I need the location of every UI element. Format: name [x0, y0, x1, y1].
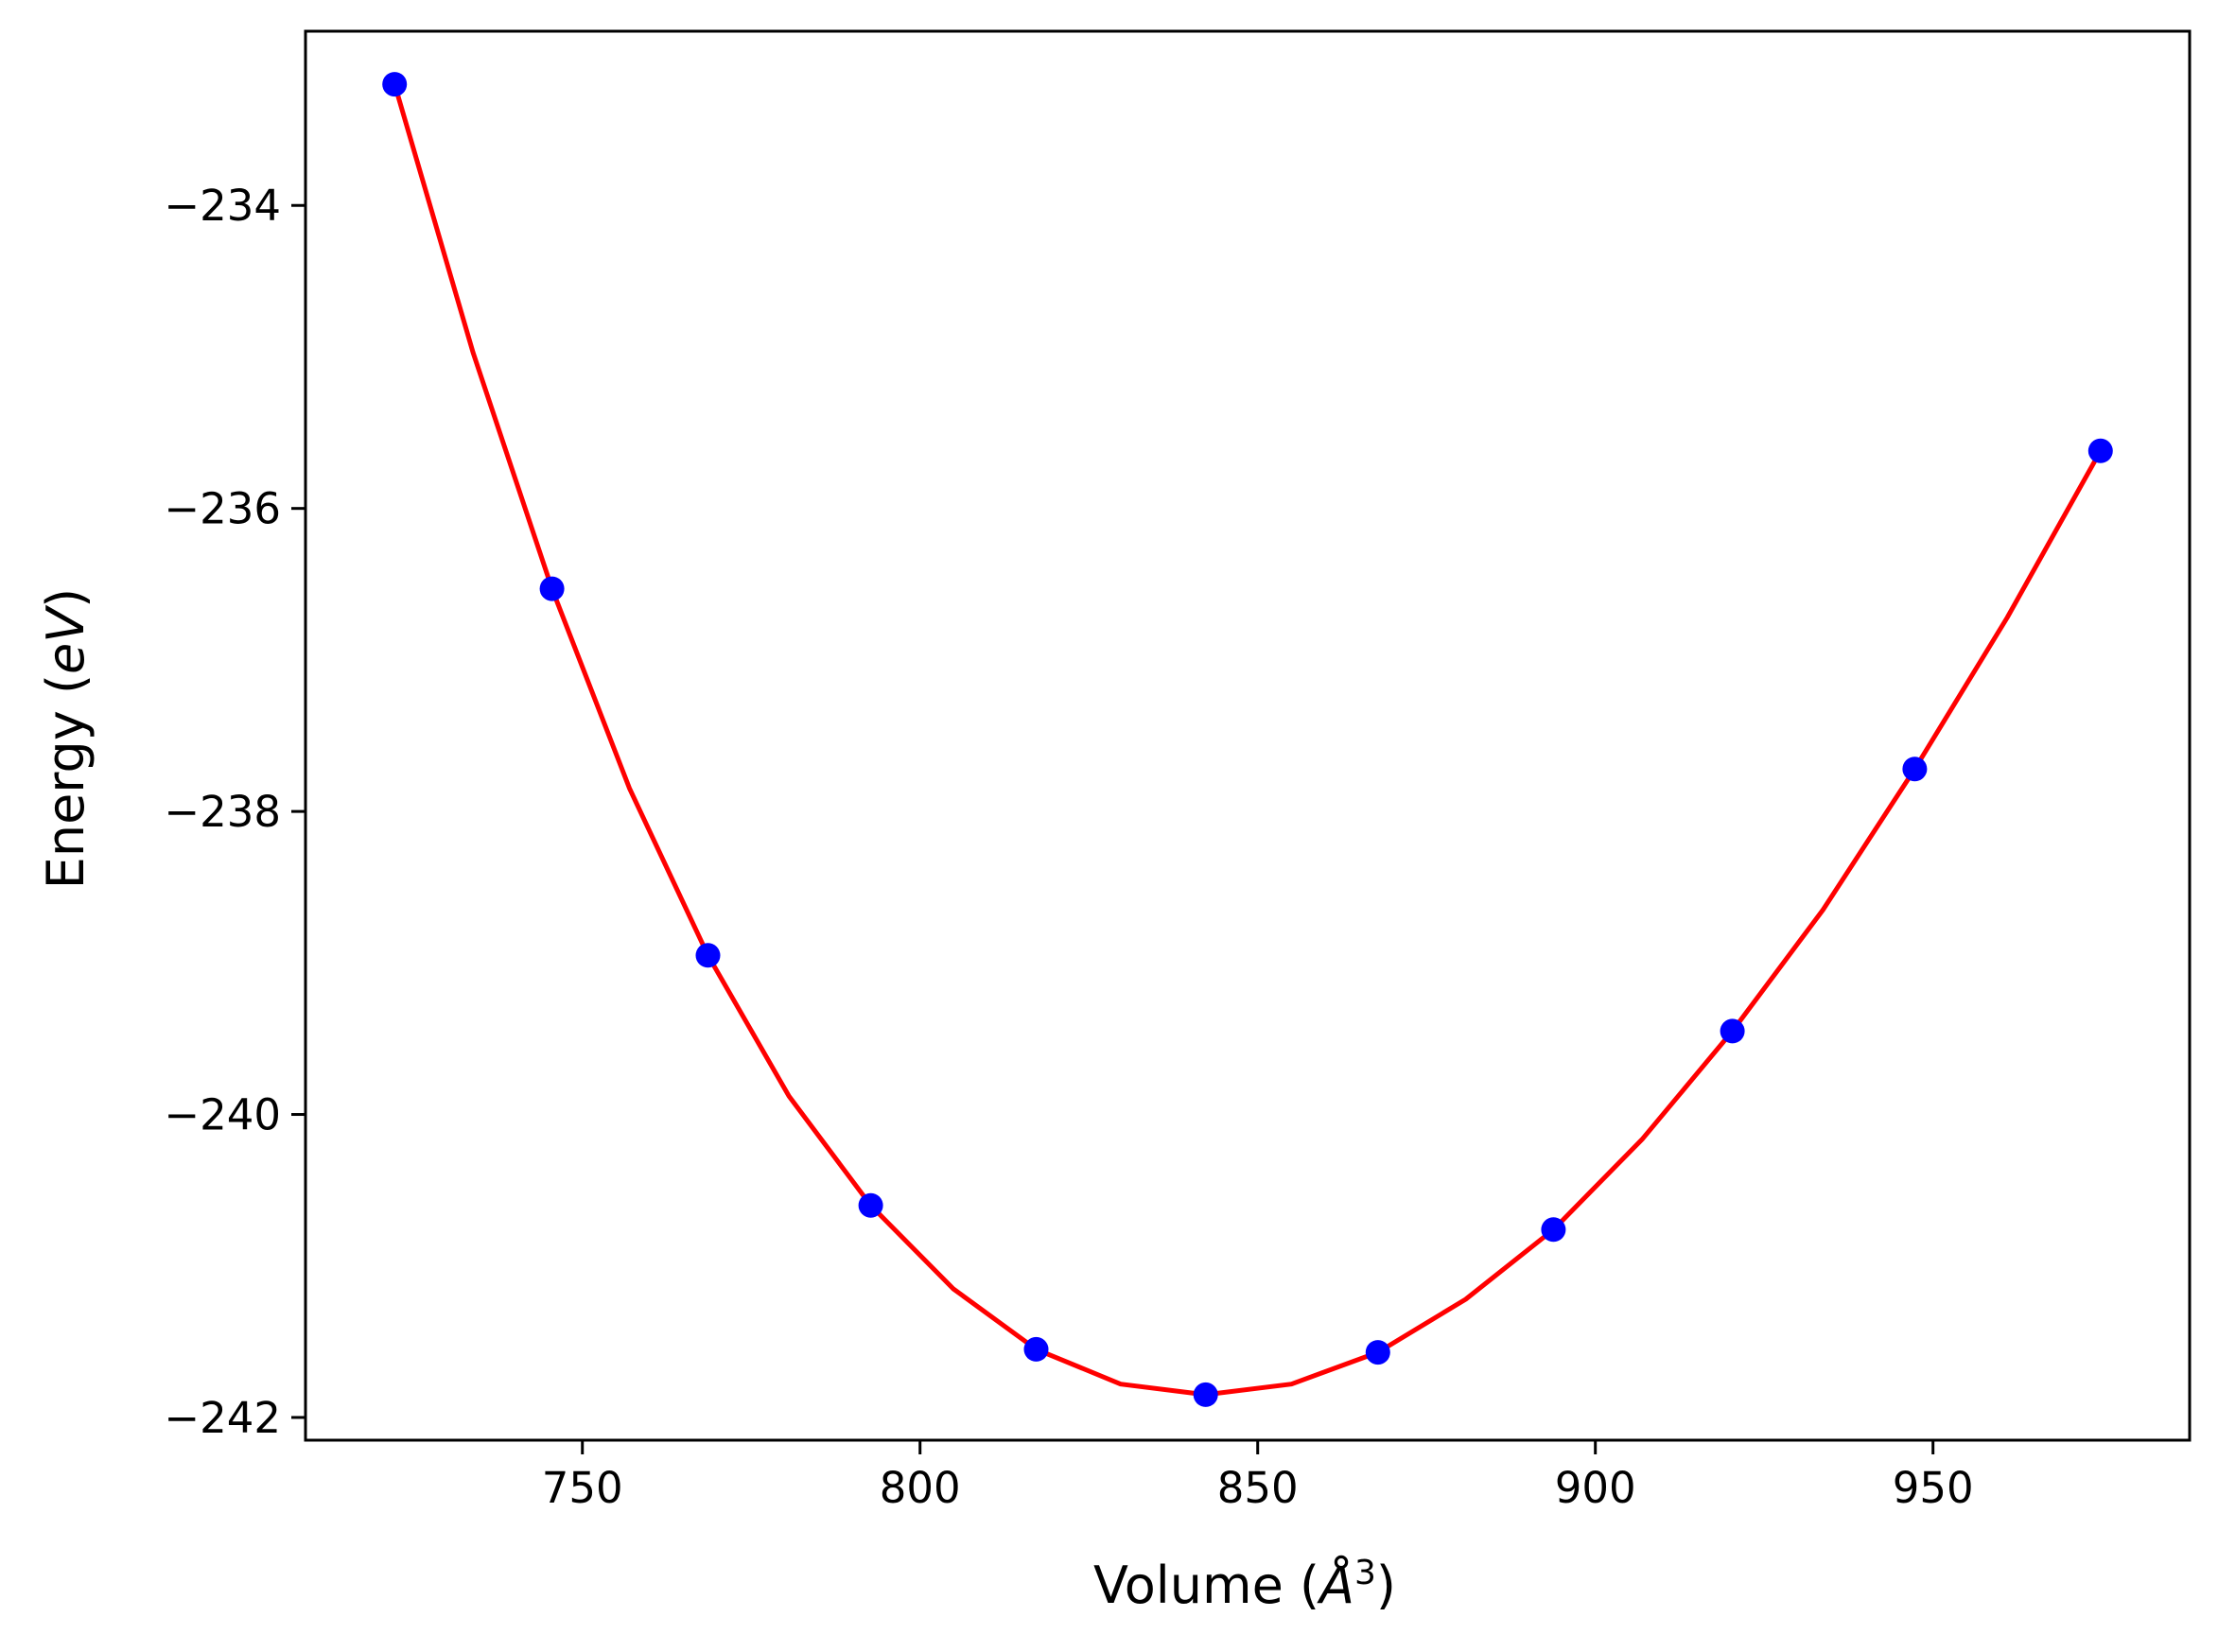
data-point-1: [382, 72, 408, 97]
x-tick-label-850: 850: [1217, 1463, 1299, 1513]
fitted-curve-line: [392, 81, 2104, 1398]
x-axis-label-prefix: Volume (: [1093, 1556, 1319, 1615]
plot-frame: [304, 29, 2192, 1442]
data-point-5: [1023, 1336, 1049, 1362]
x-axis-label: Volume (Å3): [1093, 1554, 1396, 1616]
data-point-11: [2087, 438, 2113, 463]
data-point-9: [1720, 1018, 1745, 1044]
x-axis-label-angstrom: Å: [1317, 1555, 1354, 1615]
y-tick-label-minus-236: −236: [164, 484, 281, 534]
y-tick-label-minus-240: −240: [164, 1090, 281, 1140]
plot-layer: [382, 72, 2113, 1407]
data-point-7: [1365, 1340, 1390, 1365]
y-tick-label-minus-238: −238: [164, 787, 281, 837]
x-axis-label-superscript: 3: [1354, 1554, 1376, 1592]
data-point-8: [1541, 1217, 1566, 1243]
x-tick-label-750: 750: [542, 1463, 623, 1513]
y-axis-label-italic: eV: [36, 604, 96, 674]
data-point-3: [695, 943, 721, 968]
data-point-4: [858, 1192, 883, 1218]
tick-layer: 750 800 850 900 950 −234 −236 −238 −240 −242: [164, 181, 1973, 1513]
y-tick-label-minus-242: −242: [164, 1393, 281, 1443]
x-tick-label-950: 950: [1893, 1463, 1974, 1513]
data-point-10: [1902, 756, 1928, 782]
data-point-2: [539, 576, 565, 601]
data-point-6: [1193, 1382, 1218, 1407]
y-tick-label-minus-234: −234: [164, 181, 281, 231]
x-tick-label-900: 900: [1555, 1463, 1636, 1513]
y-axis-label-prefix: Energy (: [36, 674, 96, 889]
x-tick-label-800: 800: [880, 1463, 961, 1513]
y-axis-label: Energy (eV): [36, 588, 96, 890]
x-axis-label-suffix: ): [1376, 1556, 1396, 1615]
axes-frame-layer: [304, 29, 2192, 1442]
y-axis-label-suffix: ): [36, 588, 96, 608]
